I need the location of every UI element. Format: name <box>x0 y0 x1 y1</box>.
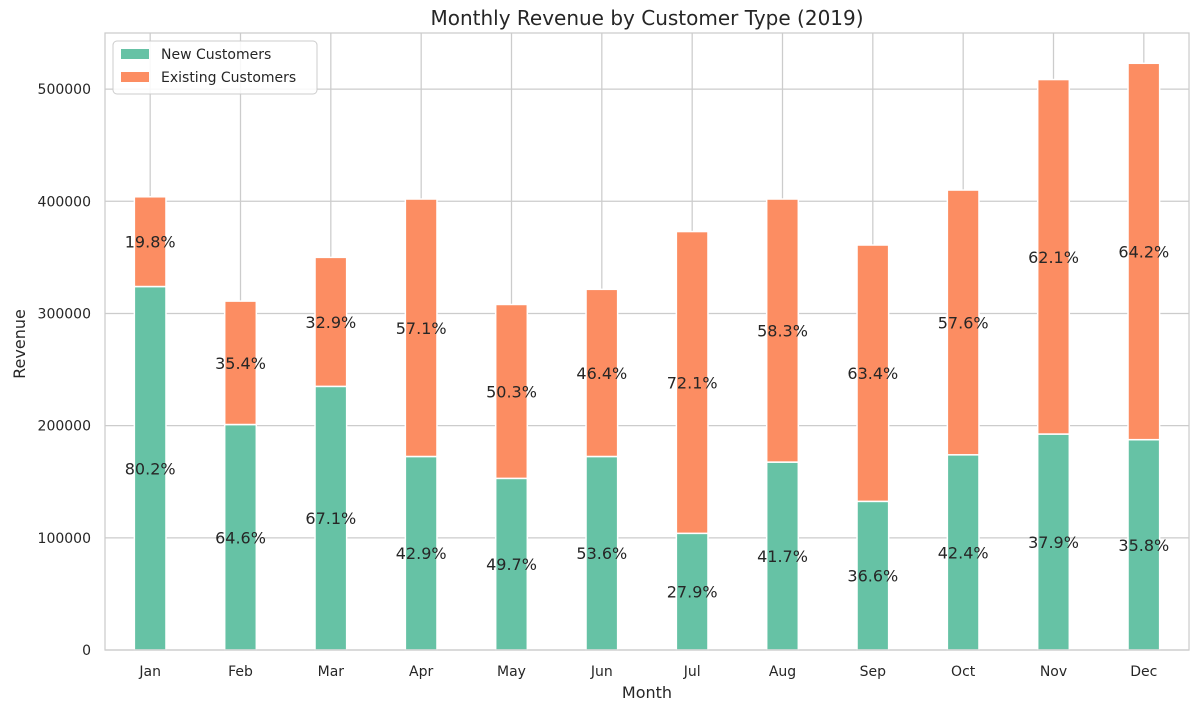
y-axis-label: Revenue <box>10 309 29 379</box>
bar-label-new-customers: 42.4% <box>938 543 989 562</box>
x-tick-label: Jul <box>683 664 701 680</box>
bar-new-customers <box>856 500 890 651</box>
x-tick-label: May <box>497 664 526 680</box>
legend-swatch <box>121 49 149 59</box>
bar-label-existing-customers: 19.8% <box>125 233 176 252</box>
bar-label-existing-customers: 50.3% <box>486 382 537 401</box>
bar-new-customers <box>404 455 438 651</box>
bar-existing-customers <box>1036 78 1071 435</box>
bar-existing-customers <box>1127 62 1161 441</box>
x-tick-label: Mar <box>318 664 345 680</box>
bar-label-new-customers: 64.6% <box>215 528 266 547</box>
bar-existing-customers <box>404 198 438 458</box>
chart-title: Monthly Revenue by Customer Type (2019) <box>430 6 863 30</box>
bar-label-new-customers: 49.7% <box>486 555 537 574</box>
bar-labels: 80.2% 19.8% 64.6% 35.4% 67.1% 32.9% 42.9% 57.1%… <box>125 233 1169 602</box>
x-tick-label: Jun <box>590 664 613 680</box>
bar-label-existing-customers: 57.1% <box>396 319 447 338</box>
bar-label-existing-customers: 62.1% <box>1028 248 1079 267</box>
legend-entry: New Customers <box>161 47 271 63</box>
bar-label-new-customers: 42.9% <box>396 544 447 563</box>
bar-new-customers <box>1127 438 1161 651</box>
y-tick-label: 200000 <box>38 419 91 435</box>
x-axis-ticks: Jan Feb Mar Apr May Jun Jul Aug Sep Oct Nov Dec <box>138 664 1157 680</box>
bar-label-new-customers: 35.8% <box>1118 536 1169 555</box>
y-tick-label: 100000 <box>38 531 91 547</box>
bar-new-customers <box>946 454 980 651</box>
x-axis-label: Month <box>622 683 672 702</box>
legend-box <box>112 40 318 95</box>
bar-existing-customers <box>223 300 258 426</box>
y-tick-label: 400000 <box>38 194 91 210</box>
bar-label-existing-customers: 64.2% <box>1118 242 1169 261</box>
bar-existing-customers <box>585 288 619 458</box>
bar-existing-customers <box>765 198 800 463</box>
y-tick-label: 300000 <box>38 306 91 322</box>
plot-frame <box>104 32 1190 651</box>
bar-label-new-customers: 53.6% <box>576 544 627 563</box>
bar-new-customers <box>314 385 348 651</box>
plot-background <box>105 33 1189 650</box>
x-tick-label: Apr <box>409 664 433 680</box>
bar-label-existing-customers: 35.4% <box>215 354 266 373</box>
bars <box>133 62 1161 651</box>
x-tick-label: Sep <box>860 664 887 680</box>
bar-existing-customers <box>314 256 348 388</box>
bar-label-existing-customers: 32.9% <box>305 313 356 332</box>
bar-new-customers <box>765 461 800 651</box>
bar-new-customers <box>675 532 709 651</box>
bar-label-existing-customers: 46.4% <box>576 364 627 383</box>
bar-label-new-customers: 67.1% <box>305 509 356 528</box>
x-tick-label: Nov <box>1040 664 1067 680</box>
y-tick-label: 500000 <box>38 82 91 98</box>
y-axis-ticks: 0 100000 200000 300000 400000 500000 <box>38 82 91 659</box>
bar-existing-customers <box>856 244 890 503</box>
legend: New Customers Existing Customers <box>112 40 318 95</box>
x-tick-label: Dec <box>1130 664 1157 680</box>
x-tick-label: Feb <box>228 664 253 680</box>
bar-existing-customers <box>946 189 980 456</box>
bar-label-new-customers: 80.2% <box>125 459 176 478</box>
bar-label-existing-customers: 58.3% <box>757 322 808 341</box>
legend-swatch <box>121 72 149 82</box>
bar-label-new-customers: 27.9% <box>667 583 718 602</box>
x-tick-label: Oct <box>951 664 976 680</box>
bar-label-existing-customers: 57.6% <box>938 313 989 332</box>
bar-existing-customers <box>494 303 529 480</box>
bar-existing-customers <box>675 230 709 535</box>
legend-entry: Existing Customers <box>161 70 296 86</box>
bar-label-new-customers: 36.6% <box>847 567 898 586</box>
bar-label-existing-customers: 72.1% <box>667 373 718 392</box>
bar-new-customers <box>585 455 619 651</box>
x-tick-label: Jan <box>138 664 161 680</box>
x-tick-label: Aug <box>769 664 796 680</box>
y-tick-label: 0 <box>82 643 91 659</box>
bar-new-customers <box>494 477 529 651</box>
bar-label-new-customers: 41.7% <box>757 547 808 566</box>
bar-label-new-customers: 37.9% <box>1028 533 1079 552</box>
bar-existing-customers <box>133 196 167 288</box>
bar-label-existing-customers: 63.4% <box>847 364 898 383</box>
